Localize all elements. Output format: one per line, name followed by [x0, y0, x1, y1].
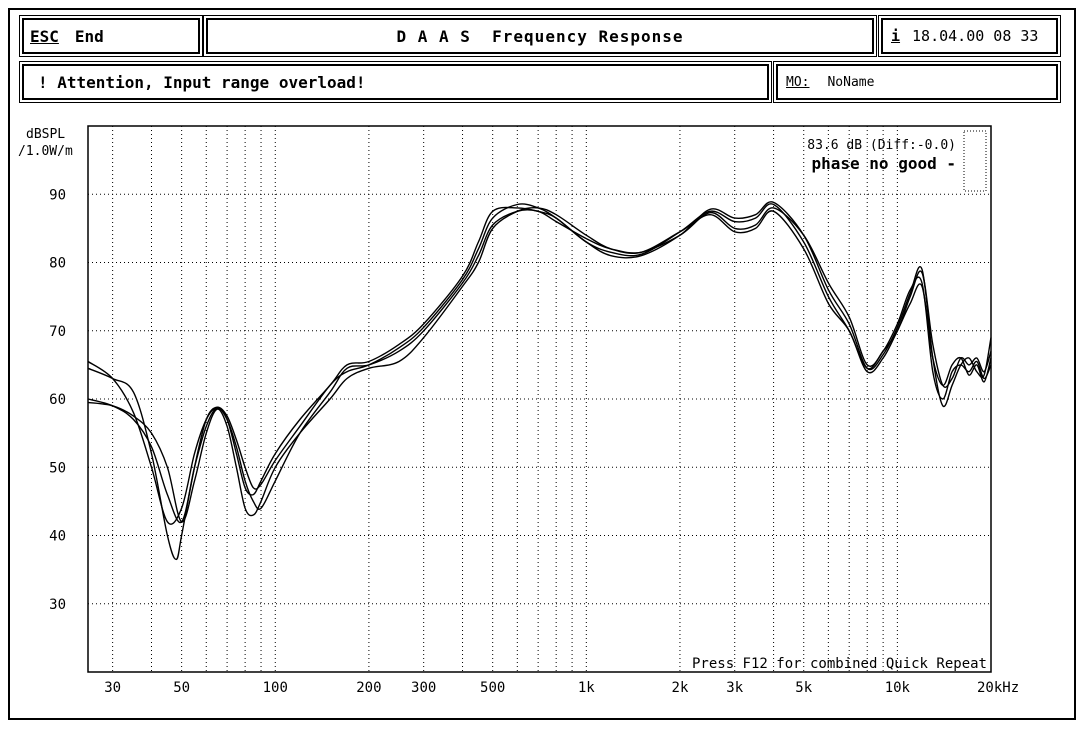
grid — [88, 126, 991, 672]
info-key-label: i — [891, 27, 901, 45]
model-value: NoName — [827, 74, 875, 90]
model-field[interactable]: MO: NoName — [776, 64, 1058, 100]
window-frame — [8, 8, 1076, 720]
y-tick-label: 70 — [49, 324, 66, 340]
y-tick-label: 60 — [49, 392, 66, 408]
series-line-2 — [87, 207, 992, 524]
overload-alert: ! Attention, Input range overload! — [22, 64, 769, 100]
x-tick-label: 50 — [173, 680, 190, 696]
model-key-label: MO: — [786, 74, 810, 90]
y-tick-label: 50 — [49, 460, 66, 476]
x-tick-label: 200 — [356, 680, 381, 696]
title-text: D A A S Frequency Response — [396, 26, 684, 46]
end-label: End — [74, 26, 104, 46]
end-button[interactable]: ESC End — [22, 18, 200, 54]
x-tick-label: 1k — [578, 680, 595, 696]
alert-message: ! Attention, Input range overload! — [38, 72, 366, 92]
y-tick-label: 90 — [49, 187, 66, 203]
x-tick-label: 100 — [263, 680, 288, 696]
y-tick-label: 30 — [49, 597, 66, 613]
x-tick-label: 3k — [726, 680, 743, 696]
x-tick-label: 10k — [885, 680, 911, 696]
window-title: D A A S Frequency Response — [206, 18, 874, 54]
level-annotation: 83.6 dB (Diff:-0.0) — [807, 138, 956, 153]
info-datetime-panel[interactable]: i 18.04.00 08 33 — [881, 18, 1058, 54]
x-tick-label: 5k — [795, 680, 812, 696]
series-line-4 — [87, 201, 992, 561]
series-group — [87, 201, 992, 561]
esc-key-label: ESC — [30, 26, 59, 46]
x-tick-label: 500 — [480, 680, 505, 696]
x-tick-label: 2k — [672, 680, 689, 696]
y-tick-label: 40 — [49, 529, 66, 545]
x-tick-labels: 30 50 100 200 300 500 1k 2k 3k 5k 10k 20kHz — [104, 680, 1019, 696]
datetime-readout: 18.04.00 08 33 — [912, 27, 1039, 45]
x-tick-label: 30 — [104, 680, 121, 696]
footer-note: Press F12 for combined Quick Repeat — [692, 656, 987, 672]
x-tick-label: 20kHz — [977, 680, 1019, 696]
y-axis-label-line1: dBSPL — [26, 127, 65, 142]
y-tick-labels: 30 40 50 60 70 80 90 — [49, 187, 66, 613]
legend-box — [963, 130, 987, 192]
phase-annotation: phase no good - — [812, 154, 957, 173]
y-tick-label: 80 — [49, 256, 66, 272]
x-tick-label: 300 — [411, 680, 436, 696]
y-axis-label-line2: /1.0W/m — [18, 144, 73, 159]
